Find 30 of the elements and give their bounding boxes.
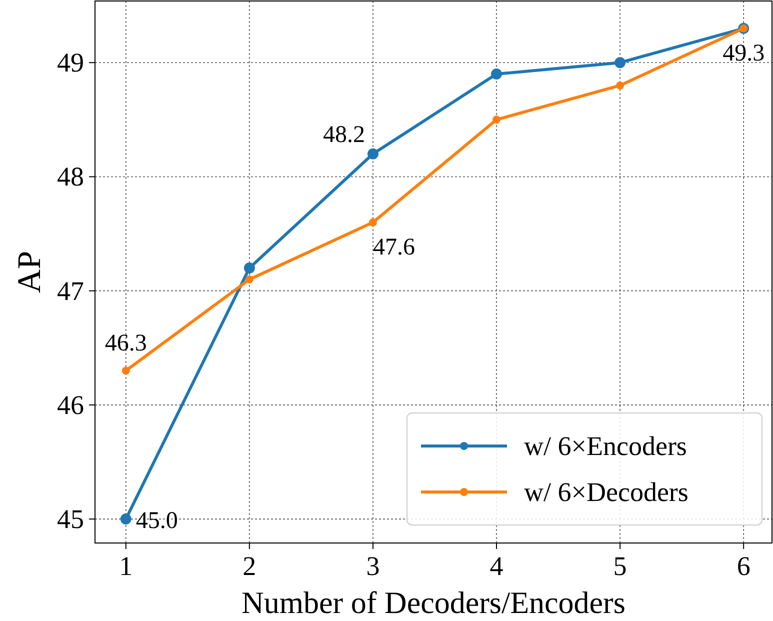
y-tick-label: 48 xyxy=(57,162,84,192)
data-label: 48.2 xyxy=(322,122,365,148)
point xyxy=(492,116,501,124)
x-axis-title: Number of Decoders/Encoders xyxy=(242,585,626,620)
y-tick-label: 49 xyxy=(57,48,84,78)
point xyxy=(122,366,130,375)
point xyxy=(120,514,132,525)
data-label: 47.6 xyxy=(372,234,415,260)
point xyxy=(616,81,624,90)
point xyxy=(244,262,255,274)
point xyxy=(368,218,377,226)
x-tick-label: 6 xyxy=(736,551,750,581)
data-label: 49.3 xyxy=(722,40,765,66)
x-tick-label: 5 xyxy=(613,551,627,581)
point xyxy=(245,275,254,284)
x-tick-label: 4 xyxy=(490,551,504,581)
y-tick-label: 45 xyxy=(57,504,84,534)
data-label: 46.3 xyxy=(104,330,147,357)
legend-label: w/ 6×Encoders xyxy=(524,431,687,461)
point xyxy=(614,57,626,68)
point xyxy=(367,148,378,160)
x-tick-label: 3 xyxy=(366,551,380,581)
y-axis-title: AP xyxy=(12,250,48,294)
y-tick-label: 47 xyxy=(57,276,84,306)
data-label: 45.0 xyxy=(136,508,178,534)
legend-label: w/ 6×Decoders xyxy=(524,477,688,507)
x-tick-label: 2 xyxy=(242,551,256,581)
y-tick-label: 46 xyxy=(57,390,84,420)
point xyxy=(491,68,502,80)
x-tick-label: 1 xyxy=(119,551,133,581)
